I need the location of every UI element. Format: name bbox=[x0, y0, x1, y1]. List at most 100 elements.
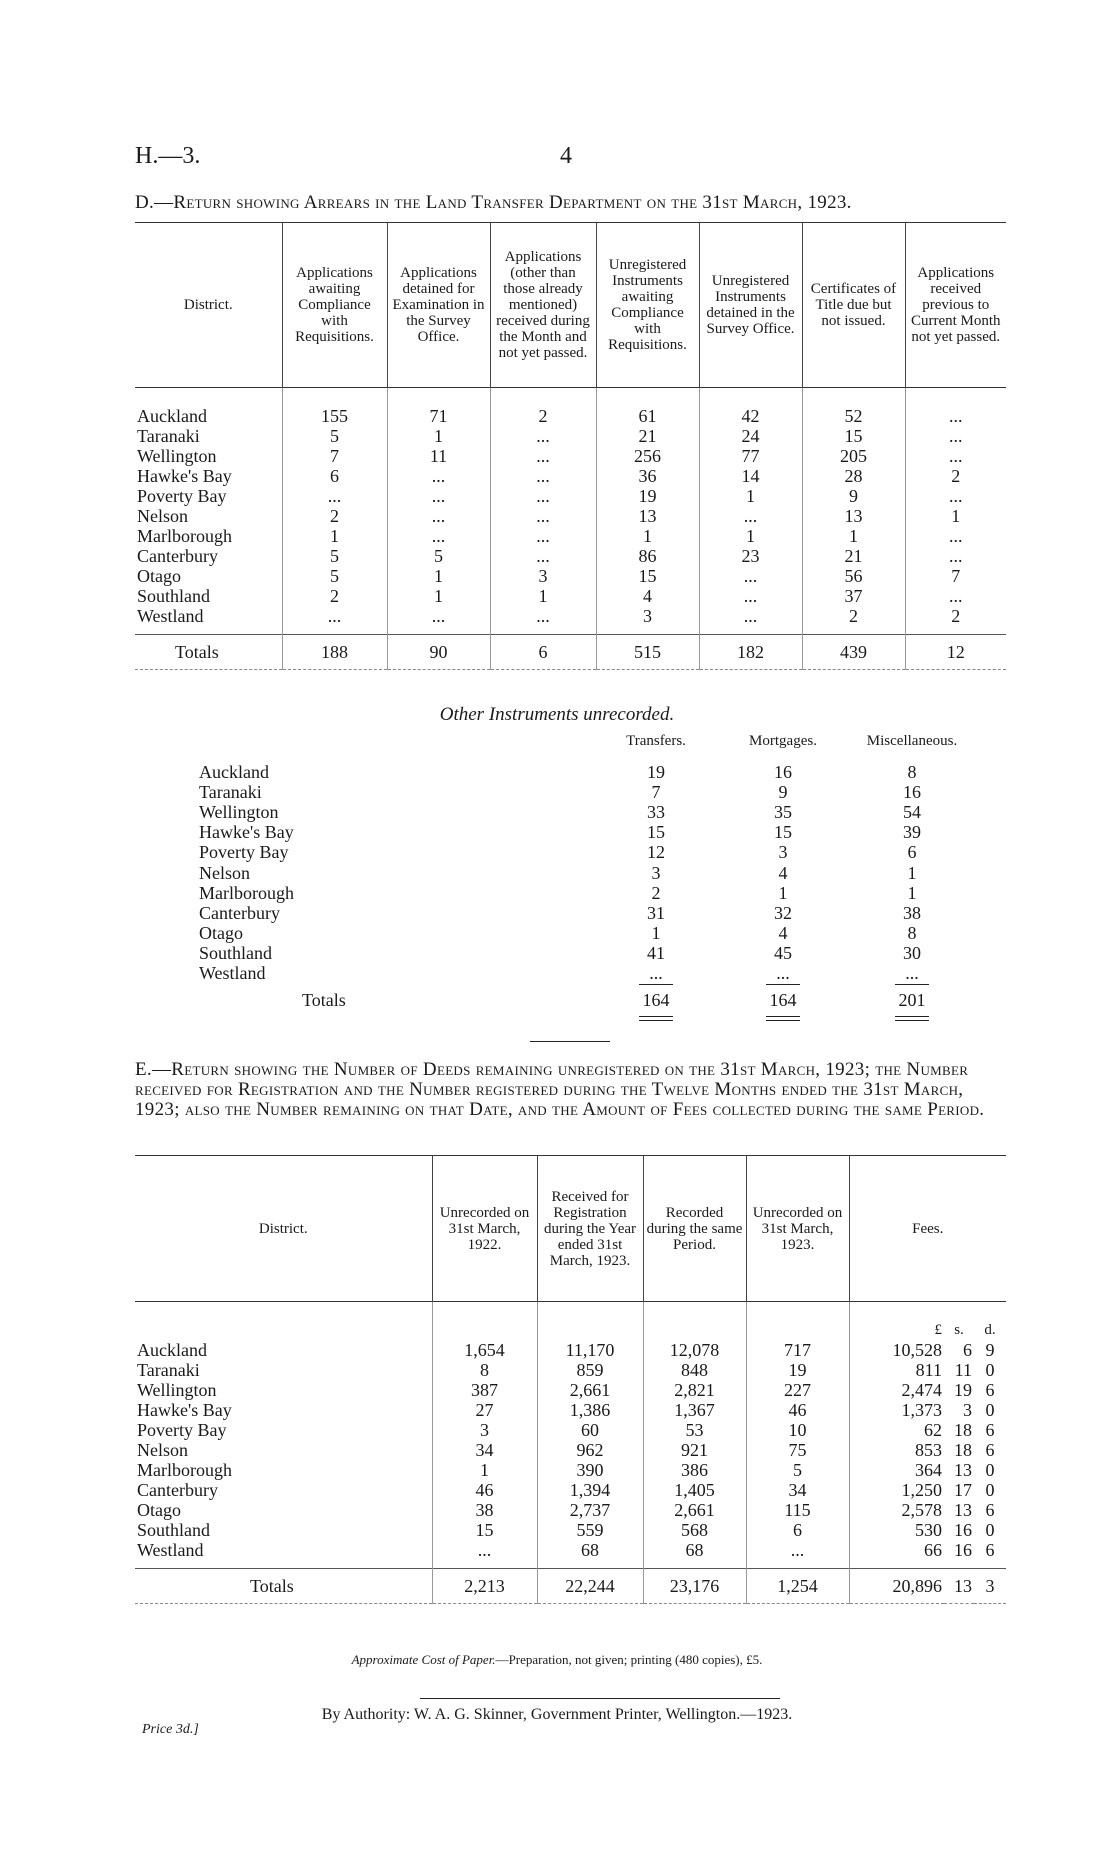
cell: 2 bbox=[904, 466, 1006, 486]
cell: 16 bbox=[954, 1540, 972, 1560]
cell: 2,474 bbox=[848, 1380, 944, 1400]
cell: 3 bbox=[778, 842, 788, 863]
row: Canterbury 46 1,394 1,405 34 1,250 17 0 bbox=[135, 1480, 1006, 1500]
total-cell: 2,213 bbox=[431, 1568, 537, 1604]
cell: 4 bbox=[778, 922, 788, 943]
header-row: District. Unrecorded on 31st March, 1922.… bbox=[135, 1155, 1007, 1302]
cell: 42 bbox=[698, 406, 802, 426]
cell: 71 bbox=[386, 406, 490, 426]
cell: ... bbox=[698, 586, 802, 606]
spacer-cell bbox=[801, 387, 905, 406]
cell: 9 bbox=[778, 782, 788, 803]
cell: 962 bbox=[536, 1440, 643, 1460]
spacer-cell bbox=[281, 387, 387, 406]
column-header: Received for Registration during the Yea… bbox=[536, 1155, 643, 1302]
row: Otago 38 2,737 2,661 115 2,578 13 6 bbox=[135, 1500, 1006, 1520]
cell: 2,821 bbox=[642, 1380, 746, 1400]
cell: 8 bbox=[431, 1360, 537, 1380]
row: Southland 15 559 568 6 530 16 0 bbox=[135, 1520, 1006, 1540]
cell: ... bbox=[904, 526, 1006, 546]
cell: ... bbox=[431, 1540, 537, 1560]
cost-text: —Preparation, not given; printing (480 c… bbox=[495, 1652, 763, 1667]
cell: 1,394 bbox=[536, 1480, 643, 1500]
cell: 38 bbox=[903, 902, 921, 923]
cell: ... bbox=[386, 526, 490, 546]
column-header: Mortgages. bbox=[749, 733, 817, 749]
cell: ... bbox=[776, 963, 790, 983]
table-d-title: D.—Return showing Arrears in the Land Tr… bbox=[135, 192, 852, 213]
cell: 6 bbox=[985, 1420, 995, 1440]
row: Hawke's Bay 6...... 36 14 28 2 bbox=[135, 466, 1006, 486]
total-cell: 3 bbox=[974, 1568, 1007, 1604]
cell: 35 bbox=[774, 802, 792, 823]
cell: ... bbox=[489, 526, 596, 546]
column-header: Unregistered Instruments awaiting Compli… bbox=[595, 222, 699, 388]
cell: 61 bbox=[595, 406, 699, 426]
cell: 3 bbox=[595, 606, 699, 626]
cell: 19 bbox=[745, 1360, 849, 1380]
cell: 15 bbox=[595, 566, 699, 586]
cell: ... bbox=[904, 446, 1006, 466]
cell: 32 bbox=[774, 902, 792, 923]
page-id: H.—3. bbox=[135, 143, 201, 169]
cell: 0 bbox=[985, 1480, 995, 1500]
cell: ... bbox=[386, 466, 490, 486]
spacer-cell bbox=[135, 626, 282, 635]
total-cell: 6 bbox=[489, 634, 596, 670]
totals-row: Totals 2,213 22,244 23,176 1,254 20,896 13 3 bbox=[135, 1568, 1007, 1604]
cell: 15 bbox=[647, 822, 665, 843]
cell: 6 bbox=[281, 466, 387, 486]
cell: 7 bbox=[651, 782, 661, 803]
spacer-cell bbox=[489, 387, 596, 406]
district: Wellington bbox=[137, 1380, 217, 1400]
cell: 2 bbox=[281, 506, 387, 526]
cell: 45 bbox=[774, 942, 792, 963]
cell: 28 bbox=[801, 466, 905, 486]
cell: 13 bbox=[801, 506, 905, 526]
cell: ... bbox=[386, 506, 490, 526]
cell: 21 bbox=[595, 426, 699, 446]
cell: 9 bbox=[801, 486, 905, 506]
double-rule bbox=[895, 1016, 929, 1017]
totals-row: Totals 188 90 6 515 182 439 12 bbox=[135, 634, 1006, 670]
cell: 1,405 bbox=[642, 1480, 746, 1500]
cell: 17 bbox=[954, 1480, 972, 1500]
district: Otago bbox=[199, 922, 243, 943]
row: Westland......... 3... 2 2 bbox=[135, 606, 1006, 626]
cell: 12 bbox=[647, 842, 665, 863]
spacer-cell bbox=[135, 1302, 432, 1341]
cell: ... bbox=[904, 546, 1006, 566]
spacer-cell bbox=[135, 1560, 432, 1569]
cell: ... bbox=[489, 446, 596, 466]
total-cell: 1,254 bbox=[745, 1568, 849, 1604]
cell: 52 bbox=[801, 406, 905, 426]
cell: 27 bbox=[431, 1400, 537, 1420]
double-rule bbox=[895, 1020, 929, 1021]
cell: 530 bbox=[848, 1520, 944, 1540]
totals-label: Totals bbox=[135, 1568, 432, 1604]
total-cell: 13 bbox=[944, 1568, 974, 1604]
spacer-cell bbox=[698, 626, 802, 635]
cell: 0 bbox=[985, 1400, 995, 1420]
column-header: Certificates of Title due but not issued… bbox=[801, 222, 905, 388]
cell: 5 bbox=[281, 546, 387, 566]
sum-rule bbox=[639, 984, 673, 985]
total-cell: 20,896 bbox=[848, 1568, 944, 1604]
header-row: District. Applications awaiting Complianc… bbox=[135, 222, 1006, 388]
cell: 4 bbox=[778, 862, 788, 883]
fee-unit: s. bbox=[954, 1322, 964, 1338]
spacer bbox=[135, 387, 1006, 406]
price: Price 3d.] bbox=[142, 1722, 199, 1737]
district: Southland bbox=[199, 942, 273, 963]
district: Hawke's Bay bbox=[137, 1400, 232, 1420]
cell: 2,661 bbox=[642, 1500, 746, 1520]
cell: 256 bbox=[595, 446, 699, 466]
cell: 811 bbox=[848, 1360, 944, 1380]
spacer-cell bbox=[595, 626, 699, 635]
district: Nelson bbox=[199, 862, 250, 883]
cell: 5 bbox=[281, 426, 387, 446]
column-header: Unregistered Instruments detained in the… bbox=[698, 222, 802, 388]
cell: 13 bbox=[595, 506, 699, 526]
column-header: Unrecorded on 31st March, 1923. bbox=[745, 1155, 849, 1302]
cell: 39 bbox=[903, 822, 921, 843]
